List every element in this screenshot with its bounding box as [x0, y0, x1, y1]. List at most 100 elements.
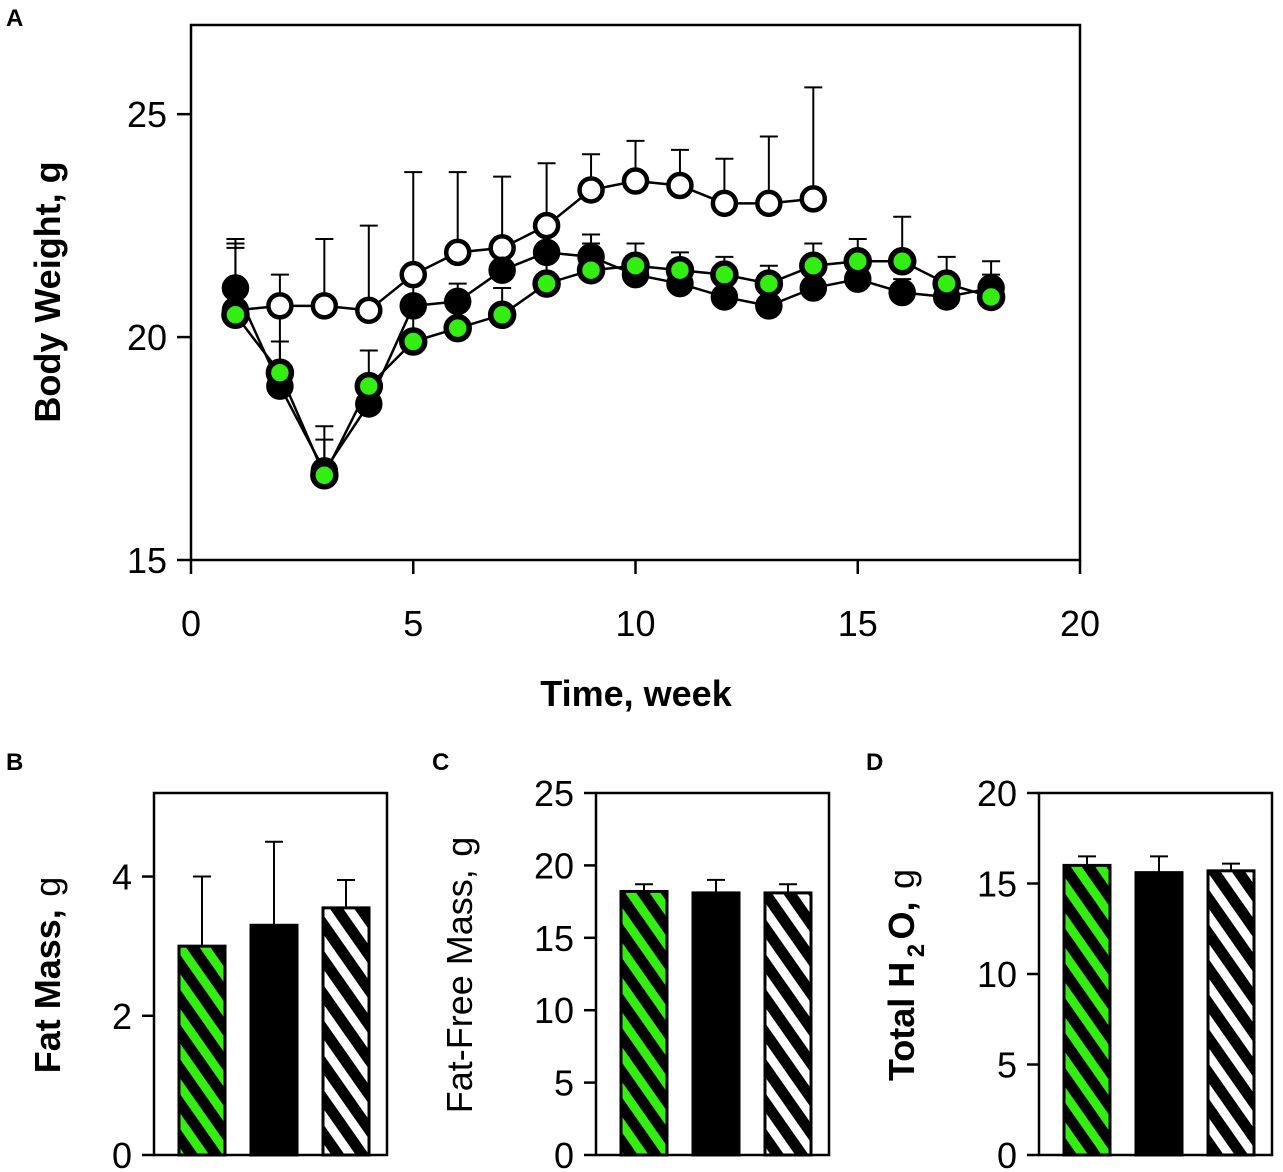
point-green-filled: [710, 260, 739, 289]
point-green-filled: [887, 247, 917, 276]
point-green-filled: [532, 269, 561, 298]
panel-c-y-axis-title: Fat-Free Mass, g: [439, 837, 480, 1114]
point-black-filled: [888, 278, 916, 307]
point-open-circle: [266, 292, 294, 320]
y-tick-label: 20: [534, 845, 574, 886]
y-tick-label: 2: [112, 996, 132, 1037]
x-tick-label: 15: [838, 603, 878, 644]
point-green-filled: [354, 371, 384, 401]
y-tick-label: 10: [977, 954, 1017, 995]
panel-c-y-axis-title-unit: g: [439, 837, 480, 857]
point-open-circle: [666, 171, 694, 200]
y-tick-label: 15: [977, 864, 1017, 905]
panel-a-y-axis-title: Body Weight, g: [27, 161, 68, 422]
y-tick-label: 5: [554, 1063, 574, 1104]
point-green-filled: [843, 247, 872, 276]
panel-d-bars: [1062, 855, 1256, 1157]
panel-b-ticks: 0 2 4: [112, 857, 154, 1172]
x-tick-label: 10: [615, 603, 655, 644]
bar-black: [249, 923, 299, 1157]
point-black-filled: [488, 256, 516, 284]
y-tick-label: 25: [534, 773, 574, 814]
panel-d-letter: D: [866, 749, 883, 776]
point-black-filled: [399, 292, 427, 320]
point-green-filled: [443, 313, 472, 343]
panel-b-bars: [177, 840, 371, 1157]
panel-d-y-axis-title: Total H 2 O, g: [881, 869, 930, 1081]
panel-c-y-axis-title-main: Fat-Free Mass,: [439, 869, 480, 1113]
point-black-filled: [532, 238, 561, 267]
panel-d-ticks: 0 5 10 15 20: [977, 773, 1039, 1172]
point-green-filled: [487, 300, 517, 330]
y-tick-label: 15: [127, 540, 167, 581]
point-open-circle: [399, 260, 427, 289]
y-tick-label: 0: [997, 1135, 1017, 1172]
bar-white-striped: [321, 906, 371, 1157]
panel-a-x-axis-title: Time, week: [540, 673, 732, 714]
panel-d-y-axis-title-sub: 2: [903, 944, 930, 957]
panel-a-ticks: 0 5 10 15 20 15 20 25: [127, 94, 1100, 644]
panel-d-y-axis-title-main: Total H: [881, 962, 922, 1081]
point-open-circle: [577, 176, 605, 204]
series-line-green-filled: [234, 260, 992, 479]
x-tick-label: 0: [181, 603, 201, 644]
y-tick-label: 0: [112, 1135, 132, 1172]
point-green-filled: [665, 255, 695, 285]
point-green-filled: [399, 327, 428, 356]
panel-a-line-chart: 0 5 10 15 20 15 20 25 Time, week Body Weight, g: [27, 23, 1100, 714]
error-bars: [226, 86, 1001, 476]
y-tick-label: 20: [977, 773, 1017, 814]
y-tick-label: 4: [112, 857, 132, 898]
point-black-filled: [221, 274, 250, 302]
point-green-filled: [754, 269, 784, 298]
point-open-circle: [488, 234, 516, 262]
point-open-circle: [621, 167, 650, 195]
panel-d-bar-chart: 0 5 10 15 20 Total H 2 O, g: [881, 773, 1274, 1172]
bar-white-striped: [763, 891, 813, 1157]
panel-d-y-axis-title-rest: O,: [881, 901, 922, 939]
series-lines: [234, 179, 992, 479]
point-green-filled: [932, 269, 961, 298]
bar-green-striped: [1062, 863, 1112, 1157]
panel-d-y-axis-title-unit: g: [881, 869, 922, 889]
panel-b-bar-chart: 0 2 4 Fat Mass, g: [27, 791, 389, 1172]
y-tick-label: 5: [997, 1045, 1017, 1086]
point-black-filled: [443, 287, 472, 316]
point-green-filled: [976, 282, 1006, 312]
y-tick-label: 0: [554, 1135, 574, 1172]
y-tick-label: 25: [127, 94, 167, 135]
series-line-black-filled: [234, 251, 992, 474]
panel-c-ticks: 0 5 10 15 20 25: [534, 773, 596, 1172]
point-open-circle: [755, 189, 783, 218]
point-green-filled: [799, 251, 828, 280]
point-open-circle: [355, 296, 383, 325]
point-green-filled: [265, 358, 295, 387]
panel-a-series: [221, 86, 1006, 490]
panel-c-bars: [619, 878, 813, 1157]
bar-green-striped: [619, 889, 669, 1157]
panel-c-bar-chart: 0 5 10 15 20 25 Fat-Free Mass, g: [439, 773, 831, 1172]
point-green-filled: [221, 300, 250, 330]
panel-b-y-axis-title-unit: g: [27, 877, 68, 897]
bar-white-striped: [1206, 869, 1256, 1157]
bar-black: [1134, 871, 1184, 1157]
x-tick-label: 5: [403, 603, 423, 644]
bar-black: [691, 891, 741, 1157]
y-tick-label: 15: [534, 918, 574, 959]
panel-b-letter: B: [6, 749, 23, 776]
point-green-filled: [310, 461, 339, 490]
y-tick-label: 20: [127, 317, 167, 358]
point-open-circle: [310, 292, 339, 320]
point-green-filled: [576, 255, 606, 285]
panel-c-letter: C: [432, 749, 449, 776]
panel-b-y-axis-title-main: Fat Mass,: [27, 909, 68, 1073]
panel-a-letter: A: [6, 5, 23, 32]
point-open-circle: [799, 185, 828, 213]
point-open-circle: [443, 238, 472, 267]
point-open-circle: [710, 189, 739, 218]
y-tick-label: 10: [534, 990, 574, 1031]
point-green-filled: [621, 251, 650, 280]
bar-green-striped: [177, 944, 227, 1157]
point-open-circle: [532, 211, 561, 240]
